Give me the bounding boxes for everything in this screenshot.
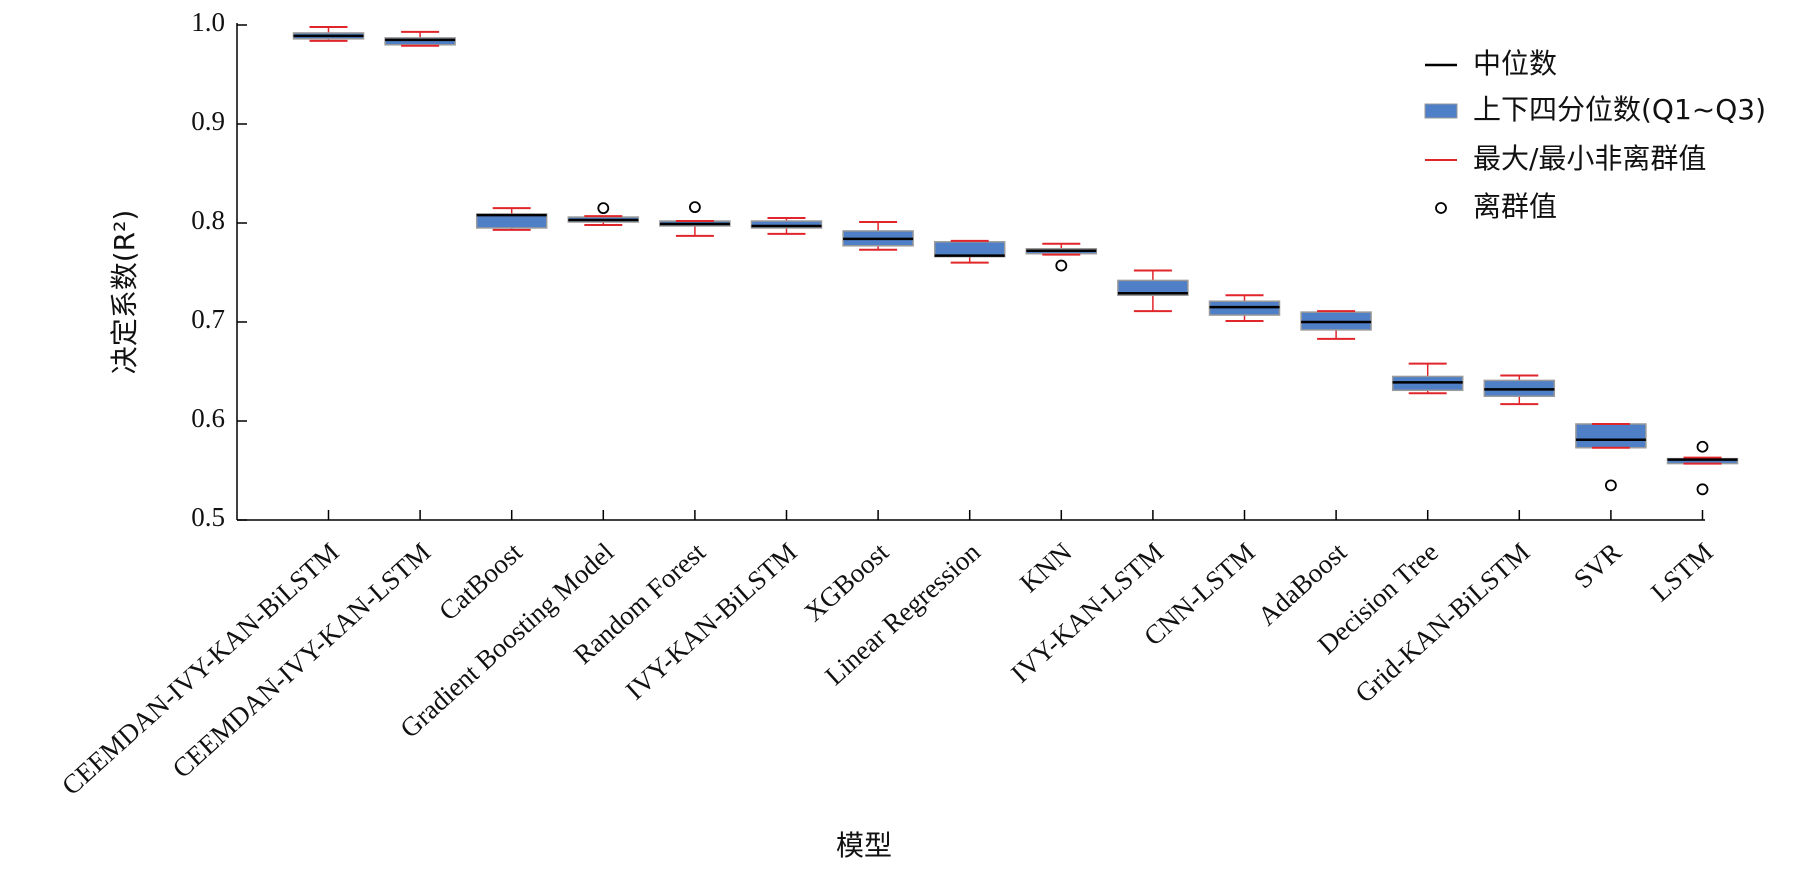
- legend-label: 中位数: [1473, 47, 1557, 80]
- y-tick-label: 1.0: [191, 7, 225, 37]
- box: [750, 220, 823, 229]
- box: [1575, 423, 1647, 449]
- outlier: [597, 202, 610, 215]
- outlier: [1055, 259, 1068, 272]
- x-tick-label: KNN: [1014, 537, 1078, 598]
- x-tick-label: Grid-KAN-BiLSTM: [1349, 537, 1535, 709]
- y-tick-label: 0.5: [191, 502, 225, 532]
- y-tick-label: 0.6: [191, 403, 225, 433]
- x-tick-label: IVY-KAN-BiLSTM: [620, 537, 803, 706]
- legend-box-key: [1424, 103, 1458, 119]
- outlier: [689, 201, 701, 214]
- legend-label: 最大/最小非离群值: [1473, 142, 1706, 175]
- legend-label: 上下四分位数(Q1~Q3): [1473, 93, 1766, 126]
- y-tick-label: 0.8: [191, 205, 225, 235]
- x-tick-label: IVY-KAN-LSTM: [1005, 537, 1169, 689]
- x-tick-label: Linear Regression: [819, 536, 986, 691]
- y-tick-label: 0.7: [191, 304, 225, 334]
- box: [1117, 279, 1189, 297]
- x-tick-label: LSTM: [1645, 537, 1719, 607]
- legend-label: 离群值: [1473, 190, 1557, 223]
- y-axis-label: 决定系数(R²): [108, 210, 141, 375]
- x-axis-label: 模型: [836, 829, 892, 862]
- outlier: [1696, 483, 1709, 496]
- legend-outlier-key: [1435, 202, 1447, 214]
- y-tick-label: 0.9: [191, 106, 225, 136]
- x-tick-label: SVR: [1568, 537, 1627, 594]
- outlier: [1696, 440, 1709, 453]
- outlier: [1605, 479, 1617, 492]
